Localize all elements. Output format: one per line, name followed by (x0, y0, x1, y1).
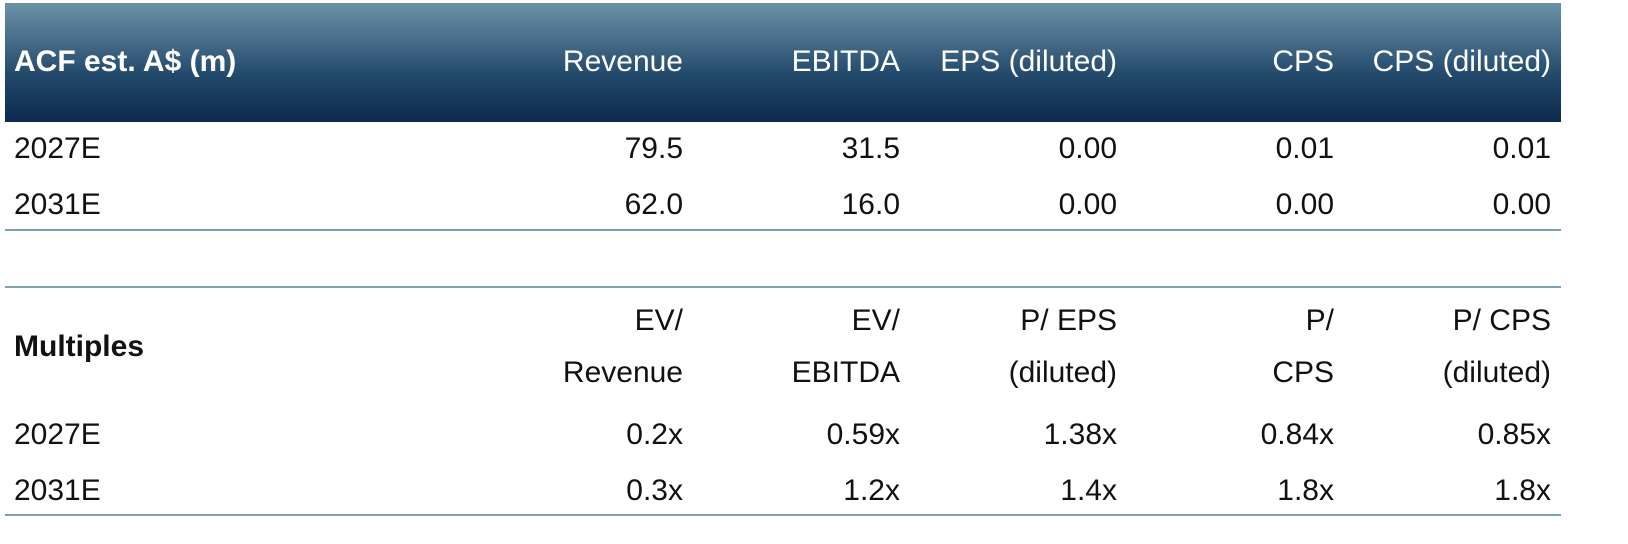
cell: 0.00 (1058, 132, 1117, 165)
section-title: Multiples (14, 330, 145, 363)
cell: 0.01 (1275, 132, 1334, 165)
cell: 0.84x (1260, 418, 1334, 451)
header-cell: P/ CPS (1452, 304, 1551, 337)
header-cell: P/ EPS (1020, 304, 1117, 337)
row-label: 2031E (14, 188, 101, 221)
header-cell: CPS (diluted) (1372, 45, 1551, 78)
header-cell: P/ (1305, 304, 1334, 337)
header-cell: Revenue (562, 356, 683, 389)
cell: 1.4x (1060, 474, 1117, 507)
row-label: 2027E (14, 418, 101, 451)
cell: 0.85x (1477, 418, 1551, 451)
row-label: 2027E (14, 132, 101, 165)
cell: 0.2x (626, 418, 683, 451)
header-cell: EPS (diluted) (940, 45, 1117, 78)
cell: 0.01 (1492, 132, 1551, 165)
header-cell: Revenue (562, 45, 683, 78)
header-cell: ACF est. A$ (m) (14, 45, 237, 78)
header-cell: CPS (1272, 45, 1334, 78)
cell: 31.5 (841, 132, 900, 165)
rule (5, 286, 1561, 288)
cell: 0.59x (826, 418, 900, 451)
cell: 0.00 (1492, 188, 1551, 221)
cell: 0.3x (626, 474, 683, 507)
header-cell: EBITDA (791, 356, 900, 389)
header-cell: EV/ (851, 304, 900, 337)
cell: 16.0 (841, 188, 900, 221)
rule (5, 229, 1561, 231)
cell: 1.8x (1277, 474, 1334, 507)
rule (5, 514, 1561, 516)
row-label: 2031E (14, 474, 101, 507)
header-cell: CPS (1272, 356, 1334, 389)
header-cell: (diluted) (1008, 356, 1117, 389)
cell: 1.38x (1043, 418, 1117, 451)
cell: 1.2x (843, 474, 900, 507)
cell: 1.8x (1494, 474, 1551, 507)
header-band (5, 3, 1561, 122)
header-cell: EV/ (634, 304, 683, 337)
header-cell: EBITDA (791, 45, 900, 78)
cell: 79.5 (624, 132, 683, 165)
header-cell: (diluted) (1442, 356, 1551, 389)
cell: 62.0 (624, 188, 683, 221)
cell: 0.00 (1058, 188, 1117, 221)
cell: 0.00 (1275, 188, 1334, 221)
